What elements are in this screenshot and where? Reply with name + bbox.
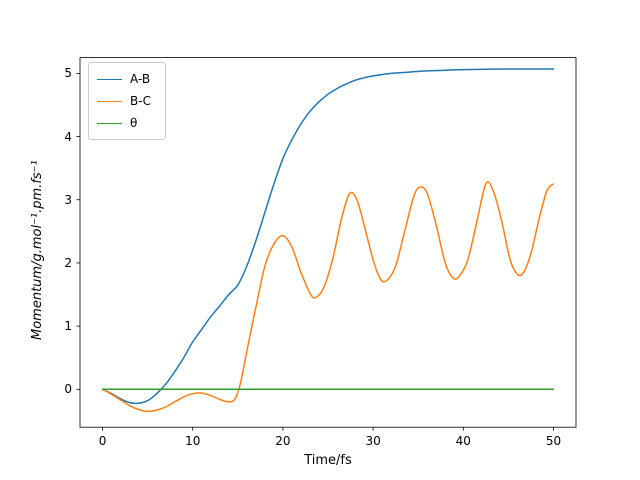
x-axis-label: Time/fs xyxy=(304,453,352,468)
legend-label: B-C xyxy=(130,94,151,108)
x-tick-label: 20 xyxy=(275,434,291,449)
legend-entry: θ xyxy=(97,112,151,134)
legend-label: θ xyxy=(130,116,138,130)
legend-label: A-B xyxy=(130,72,151,86)
y-tick-label: 1 xyxy=(64,319,72,334)
y-tick-label: 4 xyxy=(64,129,72,144)
x-tick-label: 0 xyxy=(98,434,107,449)
axes-spines xyxy=(79,57,577,428)
series-line-A-B xyxy=(101,68,555,405)
y-tick-label: 5 xyxy=(64,66,72,81)
x-tick-label: 30 xyxy=(365,434,381,449)
legend-line-swatch xyxy=(97,100,122,102)
legend-line-swatch xyxy=(97,122,122,124)
y-axis-label: Momentum/g.mol⁻¹.pm.fs⁻¹ xyxy=(30,160,45,340)
legend-entry: B-C xyxy=(97,90,151,112)
legend: A-B B-C θ xyxy=(88,62,166,140)
y-tick-label: 2 xyxy=(64,255,72,270)
y-tick-label: 0 xyxy=(64,382,72,397)
x-tick-label: 10 xyxy=(185,434,201,449)
y-tick-label: 3 xyxy=(64,192,72,207)
legend-entry: A-B xyxy=(97,68,151,90)
legend-line-swatch xyxy=(97,78,122,80)
x-tick-label: 40 xyxy=(455,434,471,449)
series-line-B-C xyxy=(101,181,555,413)
x-tick-label: 50 xyxy=(545,434,562,449)
